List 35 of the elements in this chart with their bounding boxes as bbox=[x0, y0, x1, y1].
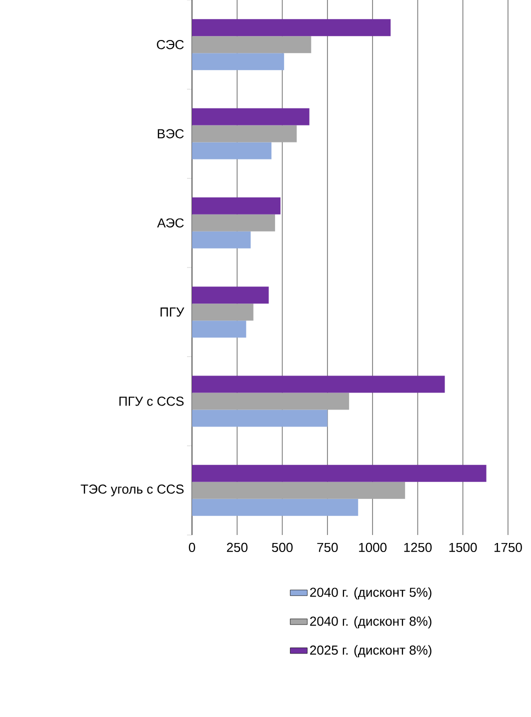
y-tick-label: АЭС bbox=[157, 218, 184, 228]
legend-label: 2040 г. (дисконт 8%) bbox=[310, 616, 432, 628]
legend-label: 2040 г. (дисконт 5%) bbox=[310, 587, 432, 600]
bar bbox=[192, 108, 310, 126]
y-tick-label: ВЭС bbox=[158, 129, 184, 138]
x-tick-label: 250 bbox=[226, 542, 248, 552]
x-tick-label: 500 bbox=[272, 542, 293, 552]
y-tick-label: ТЭС уголь с CCS bbox=[80, 484, 184, 496]
bar bbox=[192, 464, 486, 482]
bar bbox=[192, 197, 280, 214]
bar bbox=[192, 498, 358, 516]
y-tick-label: СЭС bbox=[156, 40, 184, 50]
x-tick-label: 1250 bbox=[404, 542, 432, 552]
bar bbox=[192, 320, 246, 338]
legend-label: 2025 г. (дисконт 8%) bbox=[310, 645, 432, 658]
x-tick-label: 1000 bbox=[359, 542, 387, 552]
y-tick-label: ПГУ с CCS bbox=[119, 396, 184, 406]
bar bbox=[192, 482, 406, 499]
bar bbox=[192, 392, 350, 410]
bar bbox=[192, 304, 254, 321]
bar bbox=[192, 125, 297, 142]
bar bbox=[192, 231, 251, 248]
x-tick-label: 1500 bbox=[449, 542, 477, 552]
bar bbox=[192, 19, 391, 36]
x-tick-label: 0 bbox=[188, 542, 196, 552]
bar bbox=[192, 214, 276, 232]
x-tick-label: 1750 bbox=[494, 542, 522, 552]
x-tick-label: 750 bbox=[317, 542, 338, 552]
bar bbox=[192, 53, 284, 70]
y-tick-label: ПГУ bbox=[160, 308, 184, 317]
bar bbox=[192, 376, 445, 393]
bar bbox=[192, 410, 328, 427]
bar bbox=[192, 286, 269, 304]
bar bbox=[192, 142, 272, 160]
bar bbox=[192, 36, 312, 54]
